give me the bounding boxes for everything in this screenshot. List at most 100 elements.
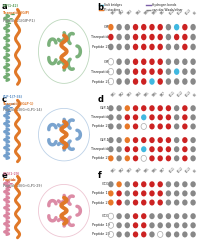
Circle shape	[132, 213, 137, 219]
Circle shape	[132, 68, 137, 75]
Circle shape	[140, 137, 146, 143]
Circle shape	[124, 146, 129, 152]
Text: Tirzepatide(GLP-1): Tirzepatide(GLP-1)	[3, 102, 34, 106]
Text: a: a	[2, 2, 8, 12]
Text: Peptide 21: Peptide 21	[91, 79, 109, 84]
Circle shape	[116, 34, 121, 40]
Text: Tirzepatide: Tirzepatide	[91, 147, 109, 151]
Circle shape	[190, 105, 195, 111]
Text: TM4: TM4	[135, 9, 142, 16]
Text: Peptide 19: Peptide 19	[91, 191, 109, 195]
Circle shape	[108, 114, 113, 120]
Text: ECL2: ECL2	[176, 166, 183, 174]
Circle shape	[173, 222, 178, 228]
Circle shape	[140, 24, 146, 31]
Circle shape	[116, 68, 121, 75]
Circle shape	[173, 44, 178, 50]
Circle shape	[108, 24, 113, 31]
Circle shape	[190, 137, 195, 143]
Text: GCG: GCG	[102, 182, 109, 186]
Circle shape	[173, 181, 178, 187]
Circle shape	[116, 24, 121, 31]
Circle shape	[190, 181, 195, 187]
Circle shape	[165, 231, 170, 237]
Circle shape	[173, 114, 178, 120]
Circle shape	[181, 222, 187, 228]
Text: GIP: GIP	[103, 25, 109, 29]
Circle shape	[181, 155, 187, 161]
Circle shape	[157, 181, 162, 187]
Circle shape	[173, 231, 178, 237]
Text: Pi stacking: Pi stacking	[104, 8, 120, 12]
Circle shape	[140, 59, 146, 65]
Text: Peptide 21: Peptide 21	[91, 45, 109, 49]
Text: TM6: TM6	[151, 91, 158, 98]
Circle shape	[173, 200, 178, 205]
Circle shape	[116, 222, 121, 228]
Circle shape	[181, 34, 187, 40]
Circle shape	[157, 190, 162, 196]
Text: ECL1: ECL1	[168, 166, 175, 174]
Circle shape	[165, 200, 170, 205]
Circle shape	[181, 68, 187, 75]
Circle shape	[165, 123, 170, 129]
Circle shape	[124, 59, 129, 65]
Text: TM3: TM3	[127, 9, 134, 16]
Text: TM6: TM6	[151, 167, 158, 174]
Text: H8: H8	[192, 92, 198, 98]
Circle shape	[181, 123, 187, 129]
Circle shape	[132, 222, 137, 228]
Text: TM3: TM3	[127, 167, 134, 174]
Circle shape	[140, 44, 146, 50]
Text: Peptide 19: Peptide 19	[3, 178, 21, 182]
Circle shape	[140, 222, 146, 228]
Circle shape	[173, 34, 178, 40]
Text: H8: H8	[192, 168, 198, 174]
Circle shape	[173, 155, 178, 161]
Circle shape	[140, 34, 146, 40]
Text: Peptide 20(G+G,P1-14): Peptide 20(G+G,P1-14)	[3, 108, 42, 112]
Circle shape	[157, 24, 162, 31]
Circle shape	[190, 24, 195, 31]
Circle shape	[157, 137, 162, 143]
Text: ECL2: ECL2	[176, 90, 183, 98]
Circle shape	[116, 213, 121, 219]
Circle shape	[190, 123, 195, 129]
Circle shape	[190, 190, 195, 196]
Circle shape	[149, 190, 154, 196]
Text: Tirzepatide: Tirzepatide	[91, 70, 109, 74]
Circle shape	[149, 213, 154, 219]
Circle shape	[124, 78, 129, 85]
Circle shape	[116, 146, 121, 152]
Text: GCG: GCG	[102, 214, 109, 218]
Text: GIP: GIP	[103, 60, 109, 64]
Text: ECL1: ECL1	[168, 8, 175, 16]
Circle shape	[140, 231, 146, 237]
Circle shape	[165, 44, 170, 50]
Circle shape	[132, 59, 137, 65]
Text: Peptide 19: Peptide 19	[91, 223, 109, 227]
Text: GIP(1-42): GIP(1-42)	[3, 3, 19, 7]
Text: b: b	[97, 3, 103, 12]
Text: ECL3: ECL3	[184, 166, 192, 174]
Circle shape	[165, 78, 170, 85]
Circle shape	[140, 68, 146, 75]
Text: TM7: TM7	[159, 9, 166, 16]
Circle shape	[190, 34, 195, 40]
Circle shape	[132, 155, 137, 161]
Circle shape	[108, 190, 113, 196]
Circle shape	[116, 114, 121, 120]
Circle shape	[140, 146, 146, 152]
Circle shape	[173, 24, 178, 31]
Text: Tirzepatide: Tirzepatide	[91, 115, 109, 119]
Text: Peptide 20(G+G,P1-29): Peptide 20(G+G,P1-29)	[3, 184, 42, 188]
Circle shape	[116, 44, 121, 50]
Circle shape	[124, 155, 129, 161]
Text: d: d	[97, 95, 103, 104]
Circle shape	[108, 123, 113, 129]
Text: ECL1: ECL1	[168, 90, 175, 98]
Text: Peptide 20: Peptide 20	[91, 232, 109, 236]
Text: TM1: TM1	[110, 91, 117, 98]
Text: TM2: TM2	[119, 91, 125, 98]
Circle shape	[124, 44, 129, 50]
